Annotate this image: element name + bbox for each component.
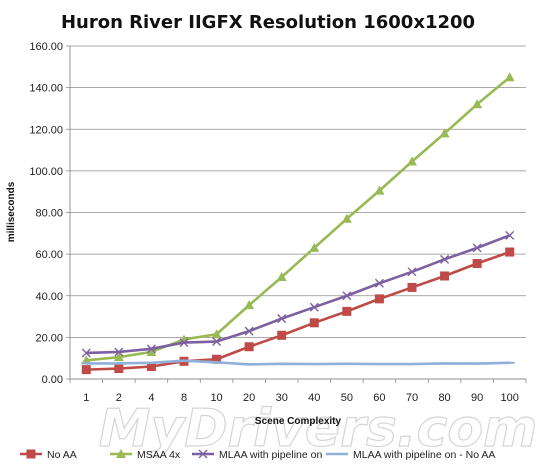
data-point xyxy=(342,291,352,301)
data-point xyxy=(505,247,515,257)
data-point xyxy=(439,128,450,138)
series-1 xyxy=(81,247,515,375)
y-tick-label: 0.00 xyxy=(42,374,63,386)
data-point xyxy=(407,156,417,166)
data-point xyxy=(407,282,417,292)
data-point xyxy=(146,344,156,354)
legend-item: No AA xyxy=(20,449,77,461)
series-3 xyxy=(81,230,515,358)
data-point xyxy=(114,364,124,374)
data-point xyxy=(309,302,319,312)
y-axis-title: milliseconds xyxy=(6,181,17,242)
data-point xyxy=(277,330,287,340)
data-point xyxy=(116,449,126,458)
data-point xyxy=(504,72,515,82)
chart-title: Huron River IIGFX Resolution 1600x1200 xyxy=(61,12,475,33)
data-point xyxy=(81,348,91,358)
x-tick-label: 40 xyxy=(308,392,320,404)
data-point xyxy=(309,318,319,328)
legend-label: No AA xyxy=(47,449,77,461)
data-point xyxy=(374,278,384,288)
y-tick-label: 80.00 xyxy=(35,208,63,220)
x-tick-label: 60 xyxy=(373,392,385,404)
data-point xyxy=(277,314,287,324)
data-point xyxy=(211,329,222,339)
data-point xyxy=(276,272,287,282)
y-tick-label: 60.00 xyxy=(35,249,63,261)
legend-item: MSAA 4x xyxy=(110,449,181,461)
x-tick-labels: 1 2 4 8 10 20 30 40 50 60 70 80 90 100 xyxy=(83,392,519,404)
gridlines xyxy=(70,45,526,338)
data-point xyxy=(440,271,450,281)
data-point xyxy=(342,306,352,316)
data-point xyxy=(374,185,385,195)
x-tick-label: 50 xyxy=(341,392,353,404)
x-tick-label: 30 xyxy=(276,392,288,404)
data-point xyxy=(244,300,255,310)
y-tick-label: 100.00 xyxy=(29,166,63,178)
data-point xyxy=(309,242,320,252)
series-line xyxy=(86,234,511,355)
legend: No AA MSAA 4x MLAA with pipeline on MLAA wi… xyxy=(20,449,495,461)
data-point xyxy=(472,258,482,268)
data-point xyxy=(113,352,124,362)
data-point xyxy=(81,365,91,375)
axes xyxy=(66,45,527,383)
y-tick-label: 160.00 xyxy=(29,41,63,53)
x-tick-label: 100 xyxy=(501,392,519,404)
data-point xyxy=(244,326,254,336)
data-point xyxy=(212,337,222,347)
x-tick-label: 1 xyxy=(83,392,89,404)
x-tick-label: 80 xyxy=(438,392,450,404)
series-2 xyxy=(81,72,515,365)
data-point xyxy=(505,230,515,240)
y-tick-labels: 0.00 20.00 40.00 60.00 80.00 100.00 120.00 140.… xyxy=(29,41,63,386)
x-tick-label: 10 xyxy=(210,392,222,404)
data-point xyxy=(472,99,483,109)
data-point xyxy=(26,449,36,459)
legend-item: MLAA with pipeline on xyxy=(192,449,322,461)
x-tick-label: 90 xyxy=(471,392,483,404)
x-tick-label: 2 xyxy=(116,392,122,404)
data-point xyxy=(341,213,352,223)
x-tick-label: 70 xyxy=(406,392,418,404)
legend-label: MLAA with pipeline on - No AA xyxy=(353,449,495,461)
legend-label: MSAA 4x xyxy=(137,449,181,461)
watermark: MyDrivers.com xyxy=(99,399,536,459)
legend-item: MLAA with pipeline on - No AA xyxy=(326,449,495,461)
data-point xyxy=(440,254,450,264)
y-tick-label: 40.00 xyxy=(35,291,63,303)
series-4 xyxy=(81,359,515,366)
data-point xyxy=(374,294,384,304)
x-tick-label: 20 xyxy=(243,392,255,404)
y-tick-label: 140.00 xyxy=(29,83,63,95)
series-line xyxy=(86,359,510,366)
series-lines xyxy=(81,72,515,375)
x-tick-label: 8 xyxy=(181,392,187,404)
data-point xyxy=(146,346,157,356)
data-point xyxy=(472,243,482,253)
data-point xyxy=(179,338,189,348)
legend-label: MLAA with pipeline on xyxy=(219,449,322,461)
data-point xyxy=(198,449,208,459)
data-point xyxy=(244,342,254,352)
y-tick-label: 20.00 xyxy=(35,332,63,344)
series-line xyxy=(86,250,511,371)
x-tick-label: 4 xyxy=(148,392,154,404)
data-point xyxy=(114,347,124,357)
series-line xyxy=(86,76,511,362)
x-axis-title: Scene Complexity xyxy=(255,416,342,427)
data-point xyxy=(407,267,417,277)
data-point xyxy=(81,355,92,365)
y-tick-label: 120.00 xyxy=(29,124,63,136)
